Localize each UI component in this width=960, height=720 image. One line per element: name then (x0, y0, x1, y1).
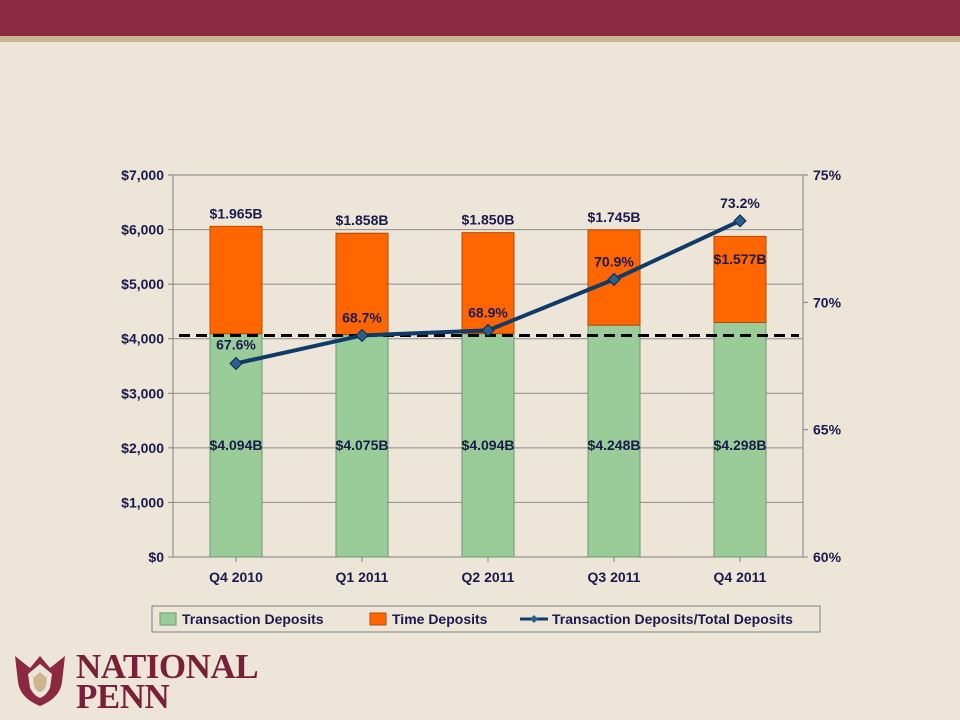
data-label-ratio: 70.9% (594, 253, 634, 269)
deposits-chart: $0 $1,000 $2,000 $3,000 $4,000 $5,000 $6,000 $7… (121, 167, 842, 633)
bar-time-deposits (713, 235, 767, 323)
legend-box (151, 605, 821, 633)
logo-line-penn: PENN (76, 677, 170, 716)
x-tick-label: Q1 2011 (336, 569, 389, 585)
data-label-ratio: 68.7% (342, 309, 382, 325)
header-band (0, 0, 960, 36)
line-marker (229, 356, 243, 371)
legend-label: Time Deposits (392, 611, 488, 627)
header-rule (0, 36, 960, 42)
legend-swatch (159, 612, 177, 626)
bar-transaction-deposits (587, 324, 641, 558)
y-left-tick-label: $2,000 (121, 440, 164, 456)
x-tick-label: Q4 2011 (714, 569, 767, 585)
y-left-tick-label: $4,000 (121, 331, 164, 347)
line-marker (481, 323, 495, 338)
y-left-tick-label: $5,000 (121, 276, 164, 292)
data-label-time-deposits: $1.745B (588, 209, 641, 225)
y-left-tick-label: $7,000 (121, 167, 164, 183)
data-label-transaction-deposits: $4.094B (210, 437, 263, 453)
data-label-transaction-deposits: $4.298B (714, 437, 767, 453)
data-label-time-deposits: $1.850B (462, 212, 515, 228)
y-right-tick-label: 70% (813, 294, 842, 310)
data-label-ratio: 67.6% (216, 336, 256, 352)
x-tick-label: Q2 2011 (462, 569, 515, 585)
legend-label: Transaction Deposits (182, 611, 324, 627)
y-right-tick-label: 75% (813, 167, 842, 183)
data-label-transaction-deposits: $4.075B (336, 437, 389, 453)
bar-time-deposits (209, 225, 263, 335)
x-tick-label: Q3 2011 (588, 569, 641, 585)
line-marker (355, 328, 369, 343)
data-label-time-deposits: $1.577B (714, 251, 767, 267)
data-label-time-deposits: $1.858B (336, 212, 389, 228)
y-left-tick-label: $1,000 (121, 494, 164, 510)
y-left-tick-label: $3,000 (121, 385, 164, 401)
y-left-tick-label: $0 (148, 549, 164, 565)
bar-time-deposits (461, 232, 515, 335)
data-label-ratio: 73.2% (720, 195, 760, 211)
logo-line-national: NATIONAL (76, 647, 259, 686)
y-right-tick-label: 60% (813, 549, 842, 565)
legend-label: Transaction Deposits/Total Deposits (552, 611, 793, 627)
legend-swatch (369, 612, 387, 626)
data-label-time-deposits: $1.965B (210, 205, 263, 221)
legend-line-marker (530, 615, 538, 623)
bar-time-deposits (335, 232, 389, 336)
tulip-icon (15, 656, 65, 706)
bar-transaction-deposits (335, 334, 389, 558)
x-tick-label: Q4 2010 (209, 569, 263, 585)
national-penn-logo: NATIONAL PENN (10, 647, 280, 716)
bar-transaction-deposits (209, 333, 263, 558)
line-marker (607, 272, 621, 287)
data-label-transaction-deposits: $4.248B (588, 437, 641, 453)
y-right-tick-label: 65% (813, 422, 842, 438)
y-left-tick-label: $6,000 (121, 222, 164, 238)
data-label-ratio: 68.9% (468, 304, 508, 320)
line-marker (733, 214, 747, 228)
data-label-transaction-deposits: $4.094B (462, 437, 515, 453)
